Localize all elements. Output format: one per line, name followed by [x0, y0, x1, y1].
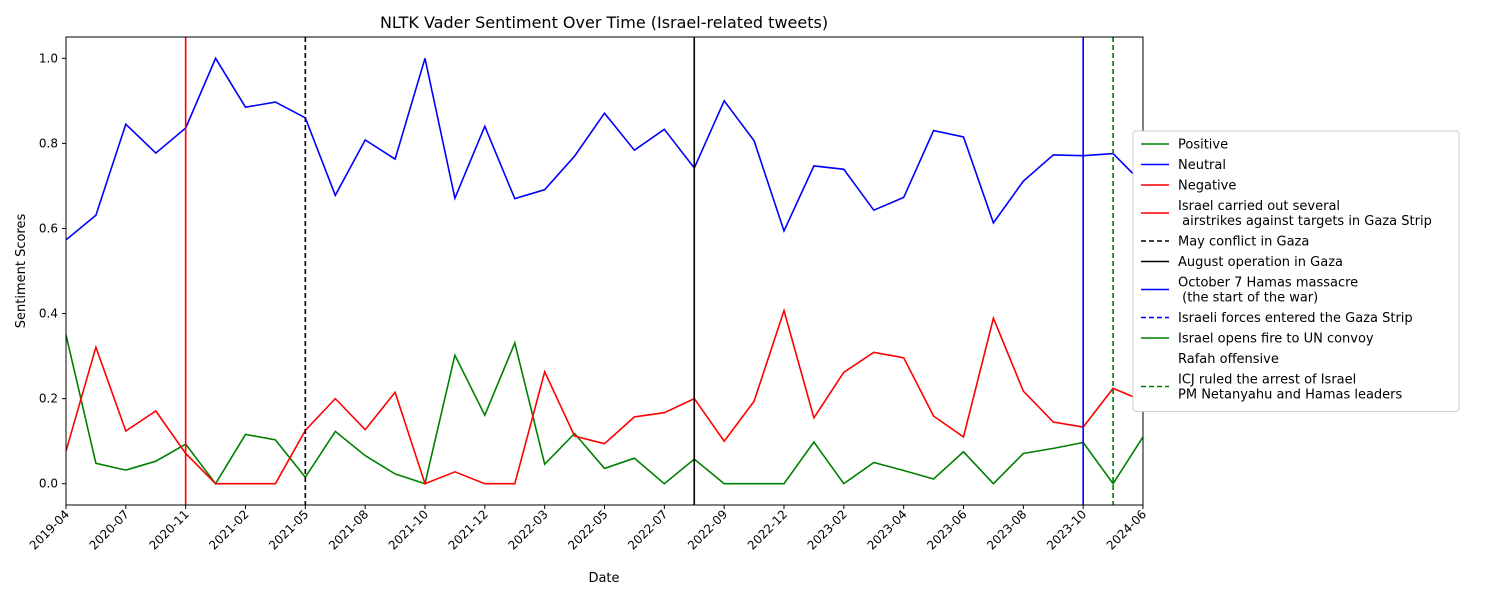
legend-label: airstrikes against targets in Gaza Strip — [1178, 214, 1432, 229]
legend-label: May conflict in Gaza — [1178, 235, 1309, 250]
legend-label: Israel opens fire to UN convoy — [1178, 332, 1374, 347]
x-axis-label: Date — [588, 571, 619, 586]
legend-label: Israeli forces entered the Gaza Strip — [1178, 311, 1413, 326]
y-tick-label: 0.4 — [39, 307, 58, 321]
y-tick-label: 1.0 — [39, 51, 58, 65]
legend: Positive Neutral Negative Israel carried ou… — [1132, 130, 1460, 412]
legend-label: ICJ ruled the arrest of Israel — [1178, 373, 1356, 388]
series-line-negative — [66, 307, 1143, 485]
series-line-positive — [66, 334, 1143, 486]
legend-label: (the start of the war) — [1178, 291, 1318, 306]
legend-label: Positive — [1178, 138, 1228, 153]
legend-label: Neutral — [1178, 158, 1226, 173]
event-lines — [184, 37, 1114, 505]
chart-title: NLTK Vader Sentiment Over Time (Israel-r… — [380, 13, 828, 32]
chart-marks — [66, 56, 1143, 486]
y-tick-label: 0.6 — [39, 221, 58, 235]
legend-box — [1132, 130, 1460, 412]
legend-label: August operation in Gaza — [1178, 255, 1343, 270]
legend-label: October 7 Hamas massacre — [1178, 276, 1358, 291]
y-tick-label: 0.0 — [39, 477, 58, 491]
legend-label: PM Netanyahu and Hamas leaders — [1178, 388, 1403, 403]
y-tick-label: 0.8 — [39, 136, 58, 150]
legend-label: Rafah offensive — [1178, 352, 1279, 367]
y-tick-label: 0.2 — [39, 392, 58, 406]
legend-label: Negative — [1178, 179, 1236, 194]
y-axis: 0.0 0.2 0.4 0.6 0.8 1.0 — [39, 51, 66, 491]
y-axis-label: Sentiment Scores — [14, 214, 29, 329]
series-line-neutral — [66, 56, 1143, 241]
legend-label: Israel carried out several — [1178, 199, 1340, 214]
